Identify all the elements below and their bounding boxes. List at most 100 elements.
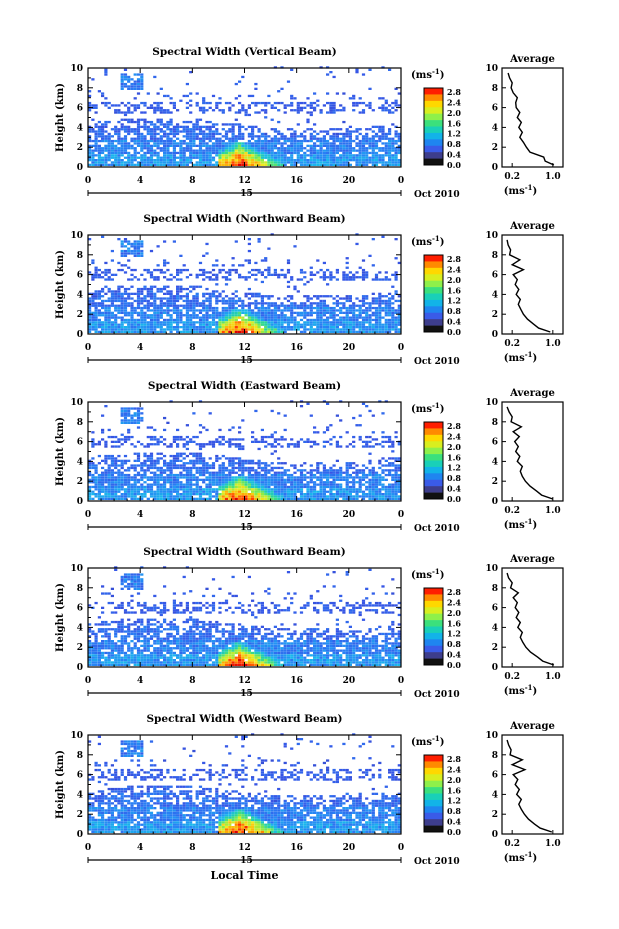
heatmap-cell bbox=[130, 285, 134, 288]
heatmap-cell bbox=[192, 163, 196, 166]
heatmap-cell bbox=[218, 271, 222, 274]
heatmap-cell bbox=[136, 311, 141, 314]
heatmap-cell bbox=[120, 323, 124, 326]
heatmap-cell bbox=[166, 151, 170, 155]
heatmap-cell bbox=[146, 290, 150, 293]
heatmap-cell bbox=[176, 299, 180, 303]
heatmap-cell bbox=[218, 328, 222, 331]
heatmap-cell bbox=[176, 490, 180, 493]
heatmap-cell bbox=[247, 466, 251, 470]
heatmap-cell bbox=[277, 139, 281, 143]
heatmap-cell bbox=[127, 295, 131, 298]
heatmap-cell bbox=[241, 302, 245, 305]
heatmap-cell bbox=[156, 469, 160, 472]
heatmap-cell bbox=[257, 292, 261, 295]
heatmap-cell bbox=[133, 459, 137, 462]
heatmap-cell bbox=[228, 139, 232, 143]
heatmap-cell bbox=[345, 431, 349, 434]
heatmap-cell bbox=[332, 323, 336, 326]
heatmap-cell bbox=[342, 471, 346, 474]
heatmap-cell bbox=[251, 485, 255, 489]
heatmap-cell bbox=[224, 314, 229, 317]
heatmap-cell bbox=[355, 297, 359, 300]
heatmap-cell bbox=[176, 464, 180, 467]
heatmap-cell bbox=[211, 137, 216, 140]
heatmap-cell bbox=[381, 330, 385, 333]
heatmap-cell bbox=[156, 151, 160, 155]
heatmap-cell bbox=[247, 242, 251, 246]
heatmap-cell bbox=[189, 144, 193, 147]
heatmap-cell bbox=[257, 481, 261, 484]
heatmap-cell bbox=[352, 306, 356, 310]
heatmap-cell bbox=[326, 144, 330, 147]
heatmap-cell bbox=[114, 440, 118, 443]
heatmap-cell bbox=[221, 471, 225, 474]
heatmap-cell bbox=[241, 326, 245, 329]
heatmap-cell bbox=[176, 495, 180, 498]
heatmap-cell bbox=[143, 139, 147, 143]
heatmap-cell bbox=[355, 156, 359, 159]
heatmap-cell bbox=[202, 139, 206, 143]
heatmap-cell bbox=[153, 128, 157, 131]
heatmap-cell bbox=[355, 128, 359, 131]
heatmap-cell bbox=[215, 142, 219, 145]
heatmap-cell bbox=[224, 144, 229, 147]
heatmap-cell bbox=[101, 431, 105, 434]
heatmap-cell bbox=[163, 139, 167, 143]
heatmap-cell bbox=[361, 156, 366, 159]
heatmap-cell bbox=[140, 316, 144, 319]
heatmap-cell bbox=[339, 309, 343, 312]
heatmap-cell bbox=[179, 435, 183, 439]
heatmap-cell bbox=[378, 292, 382, 295]
heatmap-cell bbox=[238, 297, 242, 300]
heatmap-cell bbox=[342, 161, 346, 164]
heatmap-cell bbox=[388, 292, 392, 295]
heatmap-cell bbox=[117, 478, 121, 481]
heatmap-cell bbox=[123, 75, 128, 79]
heatmap-cell bbox=[290, 128, 294, 131]
heatmap-cell bbox=[166, 163, 170, 166]
heatmap-cell bbox=[146, 147, 150, 150]
heatmap-cell bbox=[169, 481, 173, 484]
heatmap-cell bbox=[247, 139, 251, 143]
heatmap-cell bbox=[205, 147, 209, 150]
heatmap-cell bbox=[156, 92, 160, 95]
x-tick-label: 0 bbox=[85, 343, 91, 353]
heatmap-cell bbox=[114, 299, 118, 303]
heatmap-cell bbox=[153, 149, 157, 152]
heatmap-cell bbox=[140, 135, 144, 138]
heatmap-cell bbox=[257, 309, 261, 312]
heatmap-cell bbox=[358, 326, 362, 329]
heatmap-cell bbox=[202, 268, 206, 272]
heatmap-cell bbox=[270, 330, 274, 333]
heatmap-cell bbox=[211, 330, 216, 333]
heatmap-cell bbox=[234, 137, 238, 140]
heatmap-cell bbox=[231, 443, 235, 446]
heatmap-cell bbox=[316, 311, 320, 314]
heatmap-cell bbox=[185, 473, 189, 477]
heatmap-cell bbox=[136, 252, 141, 255]
heatmap-cell bbox=[273, 476, 277, 479]
heatmap-cell bbox=[280, 156, 284, 159]
heatmap-cell bbox=[146, 163, 150, 166]
heatmap-cell bbox=[185, 304, 189, 307]
heatmap-cell bbox=[358, 330, 362, 333]
heatmap-cell bbox=[241, 306, 245, 310]
heatmap-cell bbox=[251, 490, 255, 493]
heatmap-cell bbox=[176, 309, 180, 312]
heatmap-cell bbox=[179, 473, 183, 477]
heatmap-cell bbox=[371, 163, 375, 166]
heatmap-cell bbox=[130, 476, 134, 479]
heatmap-cell bbox=[94, 149, 98, 152]
heatmap-cell bbox=[198, 273, 203, 276]
heatmap-cell bbox=[238, 447, 242, 451]
heatmap-cell bbox=[241, 490, 245, 493]
heatmap-cell bbox=[228, 159, 232, 162]
heatmap-cell bbox=[163, 264, 167, 267]
heatmap-cell bbox=[120, 412, 124, 415]
heatmap-cell bbox=[136, 161, 141, 164]
heatmap-cell bbox=[397, 137, 401, 140]
heatmap-cell bbox=[228, 304, 232, 307]
heatmap-cell bbox=[280, 328, 284, 331]
heatmap-cell bbox=[215, 483, 219, 486]
